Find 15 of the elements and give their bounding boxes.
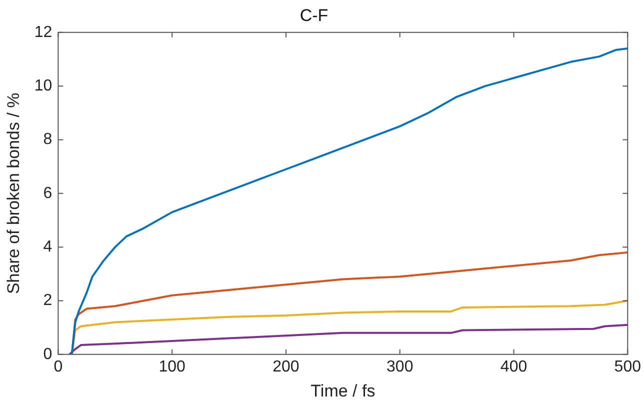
x-tick-label: 100	[158, 358, 186, 376]
y-tick-label: 0	[43, 346, 52, 363]
x-tick-label: 500	[614, 358, 642, 376]
y-tick-label: 4	[43, 238, 52, 256]
y-tick-label: 2	[43, 292, 52, 310]
y-axis-title: Share of broken bonds / %	[4, 92, 23, 294]
y-tick-label: 12	[34, 24, 52, 41]
x-tick-label: 300	[386, 358, 414, 376]
x-axis-title: Time / fs	[310, 381, 376, 400]
y-tick-label: 8	[43, 131, 52, 148]
y-tick-label: 6	[43, 184, 52, 202]
x-tick-label: 200	[272, 358, 300, 376]
x-tick-label: 400	[500, 358, 528, 376]
chart-title: C-F	[300, 6, 328, 25]
y-tick-label: 10	[34, 77, 52, 94]
